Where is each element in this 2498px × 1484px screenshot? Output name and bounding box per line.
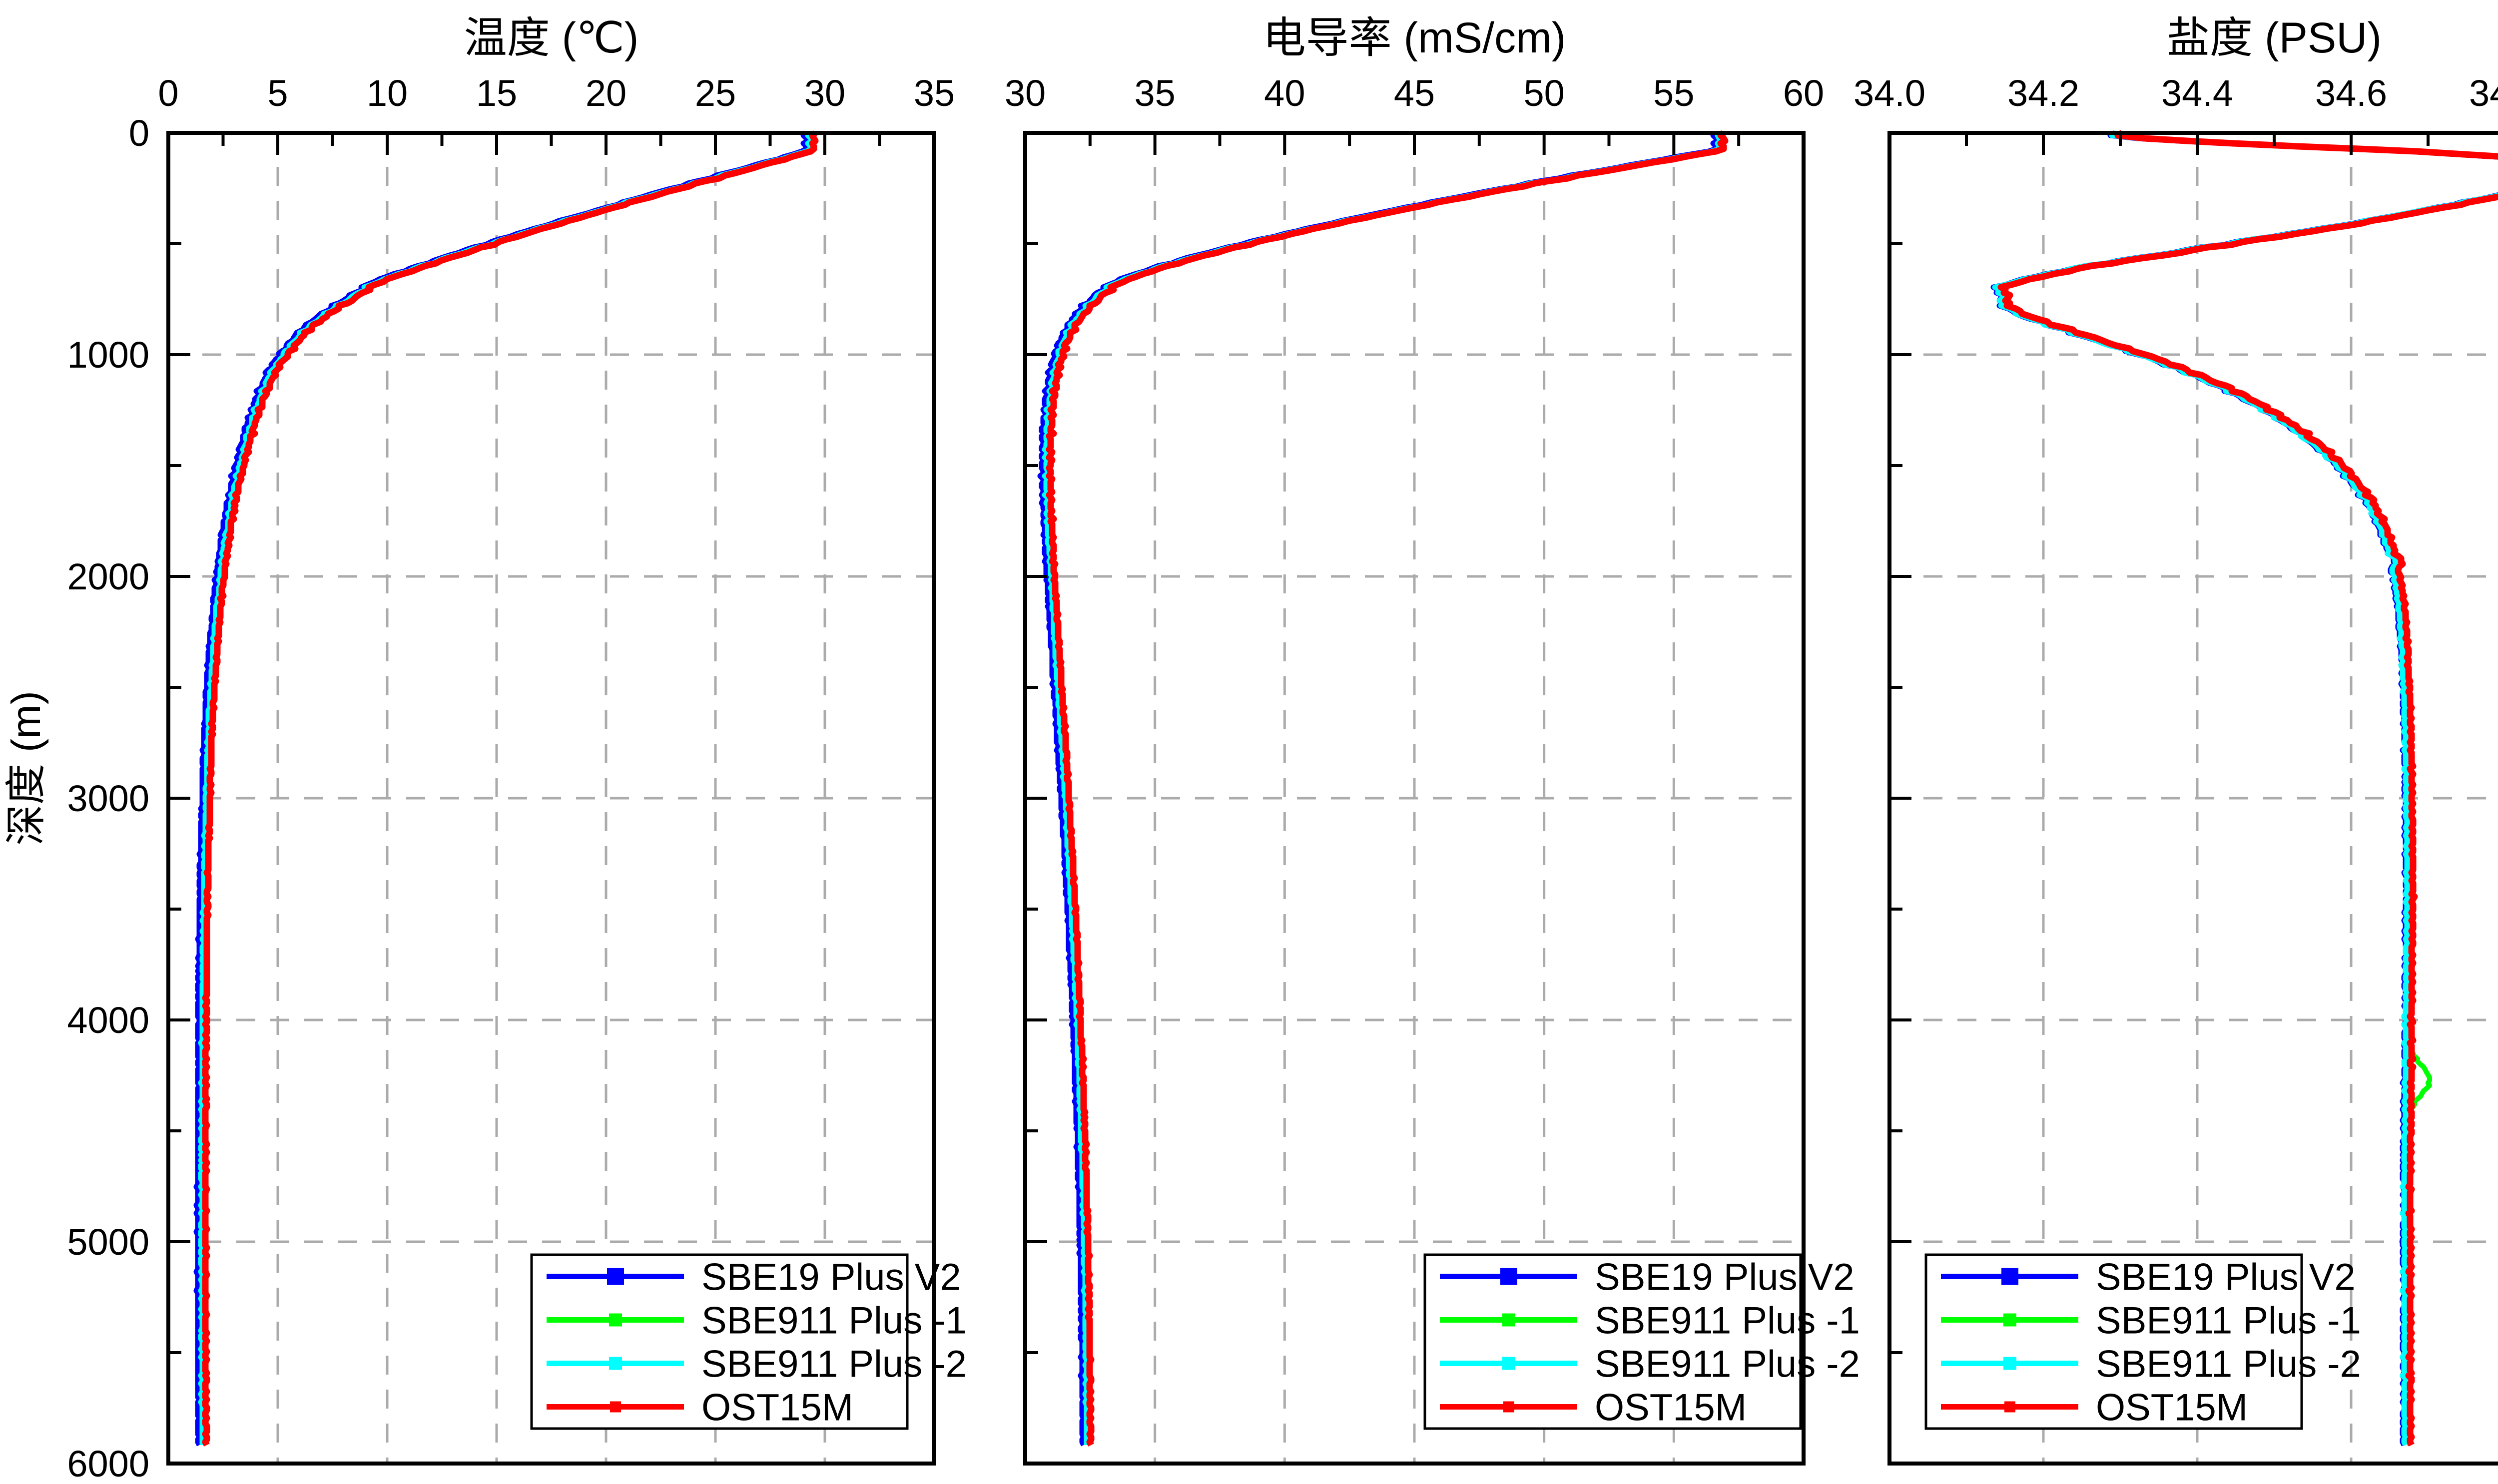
legend-label: SBE911 Plus -2 [701,1343,967,1386]
x-tick-label: 30 [804,72,845,114]
legend-marker [1502,1357,1515,1370]
curve-sbe911-plus--2 [198,130,815,1445]
curve-ost15m [1997,130,2498,1447]
gridlines [1025,133,1804,1464]
y-tick-label: 4000 [67,999,149,1041]
x-tick-label: 34.8 [2469,72,2498,114]
legend-marker [2001,1268,2018,1285]
legend-marker [610,1401,621,1413]
axis-ticks [1889,133,2430,1354]
legend-marker [609,1313,622,1327]
legend-label: SBE19 Plus V2 [2096,1256,2356,1299]
x-tick-label: 55 [1653,72,1694,114]
x-tick-label: 34.4 [2161,72,2233,114]
legend-box [1924,1253,2303,1430]
legend-label: OST15M [2096,1387,2248,1429]
legend-marker [2003,1313,2016,1327]
x-tick-label: 20 [586,72,626,114]
y-axis-title: 深度 (m) [3,691,49,846]
axis-ticks [1025,133,1741,1354]
x-tick-labels: 30 35 40 45 50 55 60 [1005,72,1824,114]
gridlines [1889,133,2498,1464]
legend-item-2: SBE911 Plus -1 [1941,1300,2361,1342]
x-tick-label: 25 [695,72,736,114]
x-tick-label: 34.6 [2315,72,2387,114]
legend-label: SBE911 Plus -2 [2096,1343,2361,1386]
legend-item-2: SBE911 Plus -1 [1440,1300,1860,1342]
x-tick-label: 15 [476,72,517,114]
curve-ost15m [1046,130,1729,1447]
x-tick-label: 45 [1394,72,1435,114]
legend-marker [609,1357,622,1370]
legend-box [1423,1253,1802,1430]
x-tick-label: 30 [1005,72,1046,114]
x-tick-labels: 0 5 10 15 20 25 30 35 [158,72,955,114]
legend-item-1: SBE19 Plus V2 [1941,1256,2356,1299]
curves [1990,130,2498,1447]
legend-item-1: SBE19 Plus V2 [547,1256,961,1299]
legend-label: OST15M [1595,1387,1747,1429]
panel-salinity: 34.034.234.434.634.835.0盐度 (PSU)SBE19 Pl… [1854,14,2498,1466]
x-tick-label: 35 [1135,72,1176,114]
x-axis-title: 温度 (℃) [464,14,639,62]
x-tick-label: 34.0 [1854,72,1925,114]
panel-temperature: 0 5 10 15 20 25 30 35 温度 (℃) 0 1000 2000 3000 4000 500… [67,14,967,1484]
legend-marker [607,1268,624,1285]
legend-item-4: OST15M [547,1387,853,1429]
x-tick-label: 10 [367,72,408,114]
legend-marker [2004,1401,2015,1413]
legend-marker [1503,1401,1514,1413]
y-tick-label: 5000 [67,1221,149,1263]
x-tick-label: 60 [1783,72,1824,114]
x-axis-title: 电导率 (mS/cm) [1263,14,1566,62]
x-tick-label: 0 [158,72,178,114]
legend-box [530,1253,909,1430]
curve-sbe911-plus--2 [1042,130,1724,1445]
x-tick-label: 5 [267,72,288,114]
legend-label: OST15M [701,1387,853,1429]
x-axis-title: 盐度 (PSU) [2167,14,2382,62]
y-tick-label: 0 [129,112,149,154]
legend-item-1: SBE19 Plus V2 [1440,1256,1855,1299]
legend-item-4: OST15M [1440,1387,1747,1429]
legend-label: SBE911 Plus -1 [1595,1300,1860,1342]
x-tick-labels: 34.034.234.434.634.835.0 [1854,72,2498,114]
curve-sbe19-plus-v2 [193,130,811,1447]
legend-item-4: OST15M [1941,1387,2248,1429]
y-tick-labels: 0 1000 2000 3000 4000 5000 6000 [67,112,149,1484]
legend-item-3: SBE911 Plus -2 [1941,1343,2361,1386]
legend-item-3: SBE911 Plus -2 [1440,1343,1860,1386]
legend-marker [2003,1357,2016,1370]
legend-marker [1500,1268,1517,1285]
legend-label: SBE911 Plus -1 [2096,1300,2361,1342]
x-tick-label: 50 [1524,72,1565,114]
y-tick-label: 2000 [67,556,149,597]
legend-item-2: SBE911 Plus -1 [547,1300,967,1342]
axis-ticks [168,133,881,1354]
legend-label: SBE19 Plus V2 [701,1256,961,1299]
y-tick-label: 6000 [67,1443,149,1484]
legend-marker [1502,1313,1515,1327]
legend-item-3: SBE911 Plus -2 [547,1343,967,1386]
y-tick-label: 3000 [67,778,149,819]
x-tick-label: 34.2 [2007,72,2079,114]
curve-ost15m [202,130,819,1447]
legend-label: SBE19 Plus V2 [1595,1256,1855,1299]
curve-sbe19-plus-v2 [1037,130,1721,1447]
y-tick-label: 1000 [67,334,149,376]
x-tick-label: 35 [914,72,955,114]
curves [193,130,819,1447]
legend-label: SBE911 Plus -2 [1595,1343,1860,1386]
x-tick-label: 40 [1264,72,1305,114]
legend-label: SBE911 Plus -1 [701,1300,967,1342]
curves [1037,130,1729,1447]
